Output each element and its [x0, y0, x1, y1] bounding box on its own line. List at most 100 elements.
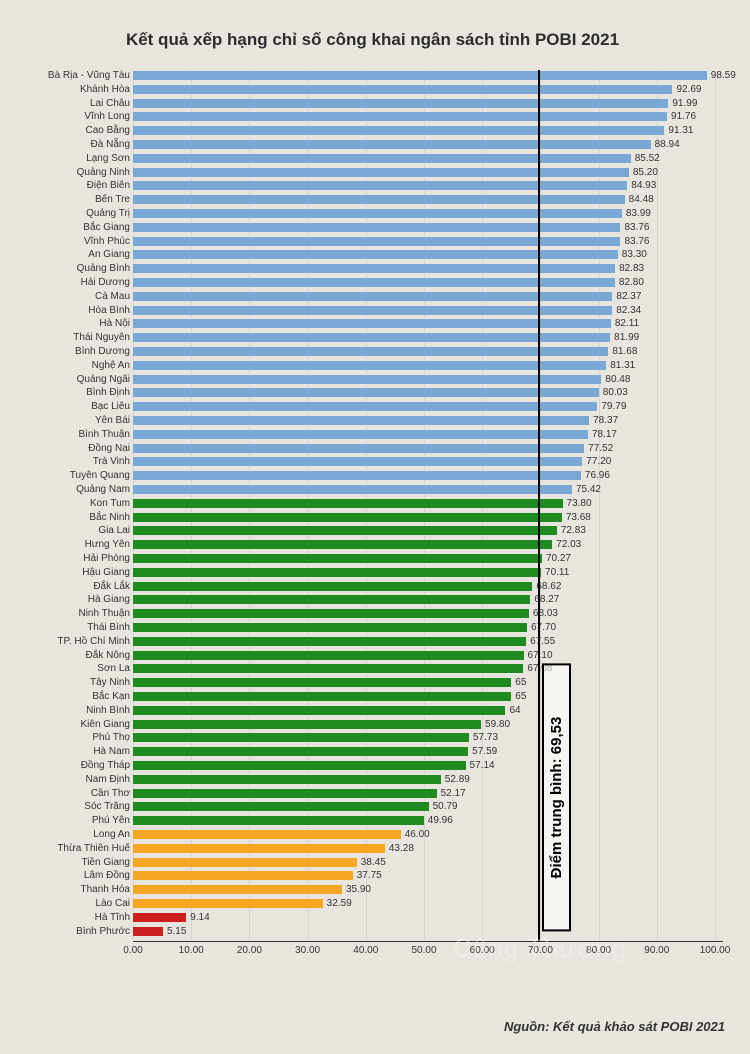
- bar-row: Cà Mau82.37: [25, 291, 725, 302]
- bar: [133, 513, 562, 522]
- bar-value: 70.27: [546, 553, 571, 564]
- bar-label: Bình Định: [20, 387, 130, 398]
- bar-label: Thái Nguyên: [20, 332, 130, 343]
- bar: [133, 540, 552, 549]
- bar-value: 92.69: [676, 84, 701, 95]
- bar-row: Tiền Giang38.45: [25, 857, 725, 868]
- bar-row: Thái Bình67.70: [25, 622, 725, 633]
- bar-label: Thái Bình: [20, 622, 130, 633]
- bar-row: Đắk Nông67.10: [25, 650, 725, 661]
- bar: [133, 471, 581, 480]
- bar-label: Đà Nẵng: [20, 139, 130, 150]
- bar-value: 73.68: [566, 512, 591, 523]
- bar-row: Lào Cai32.59: [25, 898, 725, 909]
- bar-row: Phú Thọ57.73: [25, 732, 725, 743]
- bar-value: 70.11: [545, 567, 569, 578]
- bar-row: Bình Thuận78.17: [25, 429, 725, 440]
- bar-row: Kon Tum73.80: [25, 498, 725, 509]
- bar-label: Thừa Thiên Huế: [20, 843, 130, 854]
- bar-label: Cà Mau: [20, 291, 130, 302]
- bar-label: Hải Phòng: [20, 553, 130, 564]
- bar: [133, 250, 618, 259]
- bar-row: Thanh Hóa35.90: [25, 884, 725, 895]
- bar-label: Hậu Giang: [20, 567, 130, 578]
- bar: [133, 720, 481, 729]
- bar-row: Đắk Lắk68.62: [25, 581, 725, 592]
- bar-value: 80.48: [605, 374, 630, 385]
- bar-row: Cao Bằng91.31: [25, 125, 725, 136]
- page: Kết quả xếp hạng chỉ số công khai ngân s…: [0, 0, 750, 1054]
- bar-value: 77.52: [588, 443, 613, 454]
- bar-value: 83.76: [624, 236, 649, 247]
- bar-value: 76.96: [585, 470, 610, 481]
- bar: [133, 871, 353, 880]
- bar: [133, 292, 612, 301]
- bar-value: 57.14: [470, 760, 495, 771]
- bar-value: 67.70: [531, 622, 556, 633]
- bar-value: 81.31: [610, 360, 635, 371]
- bar: [133, 609, 529, 618]
- bar-value: 82.83: [619, 263, 644, 274]
- bar-row: Bạc Liêu79.79: [25, 401, 725, 412]
- bar-label: Cần Thơ: [20, 788, 130, 799]
- bar-label: Ninh Bình: [20, 705, 130, 716]
- bar-label: Quảng Bình: [20, 263, 130, 274]
- bar-value: 49.96: [428, 815, 453, 826]
- bar: [133, 568, 541, 577]
- bar-value: 5.15: [167, 926, 186, 937]
- bar-label: Bến Tre: [20, 194, 130, 205]
- bar-row: Tuyên Quang76.96: [25, 470, 725, 481]
- bar-label: Yên Bái: [20, 415, 130, 426]
- bar-row: Vĩnh Phúc83.76: [25, 236, 725, 247]
- x-tick-label: 90.00: [637, 945, 677, 956]
- bar: [133, 692, 511, 701]
- bar-label: Khánh Hòa: [20, 84, 130, 95]
- bar-label: Tiền Giang: [20, 857, 130, 868]
- bar: [133, 361, 606, 370]
- bar-label: Kiên Giang: [20, 719, 130, 730]
- bar: [133, 789, 437, 798]
- bar-value: 67.55: [530, 636, 555, 647]
- bar-value: 38.45: [361, 857, 386, 868]
- bar: [133, 71, 707, 80]
- bar: [133, 388, 599, 397]
- bar: [133, 899, 323, 908]
- watermark: Công Thương: [453, 933, 627, 964]
- bar-row: Lâm Đồng37.75: [25, 870, 725, 881]
- bar: [133, 927, 163, 936]
- bar-label: Phú Thọ: [20, 732, 130, 743]
- bar-value: 83.99: [626, 208, 651, 219]
- x-tick-label: 40.00: [346, 945, 386, 956]
- bar: [133, 706, 505, 715]
- bar: [133, 195, 625, 204]
- bar-label: Lâm Đồng: [20, 870, 130, 881]
- bar: [133, 264, 615, 273]
- chart-area: 0.0010.0020.0030.0040.0050.0060.0070.008…: [25, 70, 725, 960]
- bar-label: Thanh Hóa: [20, 884, 130, 895]
- x-tick-label: 20.00: [229, 945, 269, 956]
- average-line: [538, 70, 540, 941]
- bar-label: Quảng Ninh: [20, 167, 130, 178]
- bar-value: 57.73: [473, 732, 498, 743]
- bar: [133, 651, 524, 660]
- bar: [133, 664, 523, 673]
- bar: [133, 85, 672, 94]
- bar: [133, 858, 357, 867]
- bar: [133, 140, 651, 149]
- bar-row: Long An46.00: [25, 829, 725, 840]
- bar-value: 81.99: [614, 332, 639, 343]
- bar-value: 91.31: [668, 125, 693, 136]
- bar: [133, 775, 441, 784]
- bar-label: Hà Nam: [20, 746, 130, 757]
- bar-label: Sơn La: [20, 663, 130, 674]
- bar-value: 72.03: [556, 539, 581, 550]
- bar-label: Ninh Thuận: [20, 608, 130, 619]
- bar-label: Đồng Tháp: [20, 760, 130, 771]
- bar: [133, 816, 424, 825]
- bar-row: Hà Nội82.11: [25, 318, 725, 329]
- bar-row: Bình Dương81.68: [25, 346, 725, 357]
- bar-row: Bắc Giang83.76: [25, 222, 725, 233]
- source-text: Nguồn: Kết quả khảo sát POBI 2021: [504, 1019, 725, 1034]
- bar: [133, 623, 527, 632]
- bar-value: 67.10: [528, 650, 553, 661]
